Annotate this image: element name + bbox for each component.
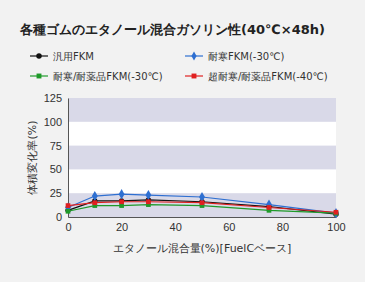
title: 各種ゴムのエタノール混合ガソリン性(40℃×48h) [19, 22, 325, 37]
x-tick-label: 40 [170, 221, 182, 233]
x-axis: 0 20 40 60 80 100 [65, 217, 345, 233]
y-tick-label: 75 [50, 140, 62, 152]
x-tick: 20 [116, 217, 128, 233]
point [146, 199, 151, 204]
point [333, 208, 339, 218]
chart: 各種ゴムのエタノール混合ガソリン性(40℃×48h) 0 20 40 60 80 100 0 2… [0, 0, 365, 282]
y-tick: 75 [50, 140, 68, 152]
y-axis-line [68, 99, 69, 218]
point [119, 199, 124, 204]
x-axis-line [69, 217, 337, 218]
grid-band [68, 98, 336, 122]
legend-item: 耐寒/耐薬品FKM(-30℃) [30, 71, 163, 82]
x-tick-label: 0 [65, 221, 71, 233]
point [66, 203, 71, 208]
y-tick-label: 0 [56, 211, 62, 223]
x-tick: 80 [277, 217, 289, 233]
y-tick: 25 [50, 187, 68, 199]
point [92, 200, 97, 205]
y-tick-label: 25 [50, 187, 62, 199]
x-axis-title: エタノール混合量(%)[FuelCベース] [113, 242, 292, 255]
grid-band [68, 146, 336, 170]
point [119, 189, 125, 199]
x-tick-label: 60 [223, 221, 235, 233]
legend-label: 超耐寒/耐薬品FKM(-40℃) [208, 71, 328, 82]
point [267, 205, 272, 210]
x-tick: 60 [223, 217, 235, 233]
point [266, 200, 272, 210]
plot-area [65, 189, 339, 218]
legend-item: 耐寒FKM(-30℃) [185, 51, 284, 62]
x-tick: 0 [65, 217, 71, 233]
point [145, 190, 151, 200]
legend-marker [36, 53, 42, 59]
point [66, 209, 71, 214]
y-tick: 125 [44, 92, 68, 104]
x-tick-label: 100 [327, 221, 345, 233]
x-tick-label: 80 [277, 221, 289, 233]
y-tick: 50 [50, 163, 68, 175]
legend-item: 超耐寒/耐薬品FKM(-40℃) [185, 71, 328, 82]
plot-bg [68, 98, 336, 217]
point [92, 191, 98, 201]
legend-label: 耐寒FKM(-30℃) [208, 51, 284, 62]
legend-marker [191, 51, 196, 60]
y-tick: 100 [44, 116, 68, 128]
legend-label: 汎用FKM [53, 51, 94, 62]
x-tick: 100 [327, 217, 345, 233]
legend-marker [192, 74, 197, 79]
y-axis-title: 体積変化率(%) [26, 120, 39, 194]
point [334, 210, 339, 215]
legend-item: 汎用FKM [30, 51, 94, 62]
x-tick: 40 [170, 217, 182, 233]
legend-marker [37, 74, 42, 79]
point [200, 200, 205, 205]
legend-label: 耐寒/耐薬品FKM(-30℃) [53, 71, 163, 82]
y-tick-label: 100 [44, 116, 62, 128]
y-axis: 0 25 50 75 100 125 [44, 92, 69, 223]
point [334, 211, 339, 216]
series-line [68, 200, 336, 214]
y-tick-label: 125 [44, 92, 62, 104]
grid [68, 98, 336, 217]
x-tick-label: 20 [116, 221, 128, 233]
legend: 汎用FKM 耐寒FKM(-30℃) 耐寒/耐薬品FKM(-30℃) 超耐寒/耐薬品FK… [30, 51, 328, 82]
y-tick-label: 50 [50, 163, 62, 175]
